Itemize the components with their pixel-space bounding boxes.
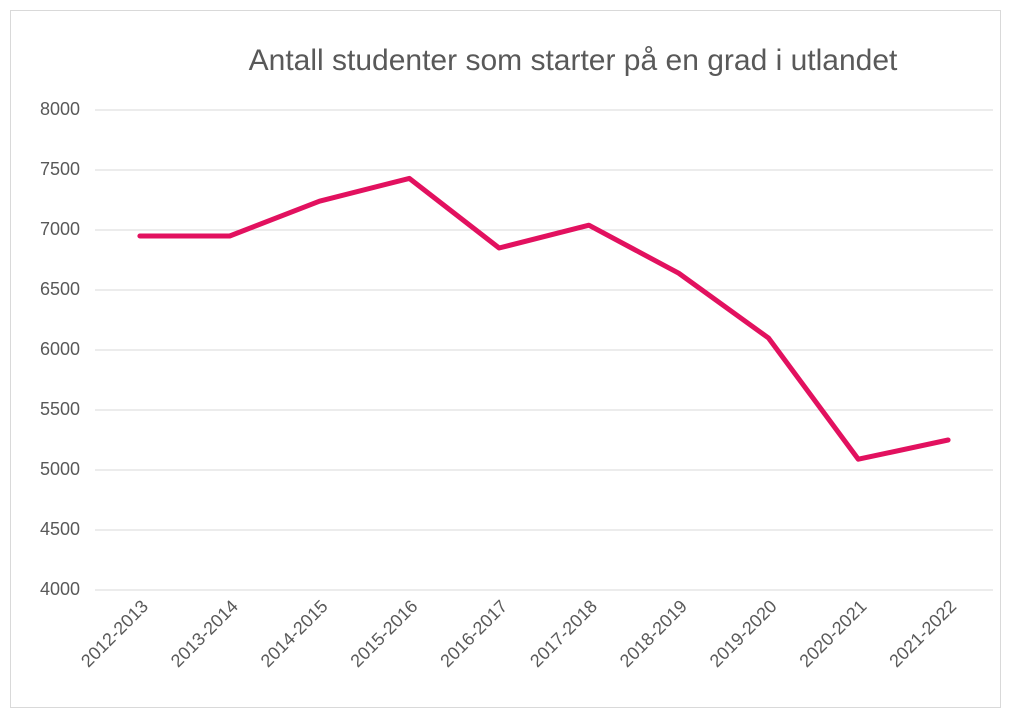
y-tick-label: 7500: [40, 159, 80, 179]
y-tick-label: 5000: [40, 459, 80, 479]
y-tick-label: 7000: [40, 219, 80, 239]
y-tick-label: 4500: [40, 519, 80, 539]
series-line: [137, 175, 951, 462]
y-tick-label: 4000: [40, 579, 80, 599]
y-tick-label: 8000: [40, 99, 80, 119]
y-tick-label: 5500: [40, 399, 80, 419]
y-tick-label: 6500: [40, 279, 80, 299]
chart-title: Antall studenter som starter på en grad …: [249, 44, 898, 77]
y-tick-label: 6000: [40, 339, 80, 359]
chart-frame: [10, 10, 1001, 708]
